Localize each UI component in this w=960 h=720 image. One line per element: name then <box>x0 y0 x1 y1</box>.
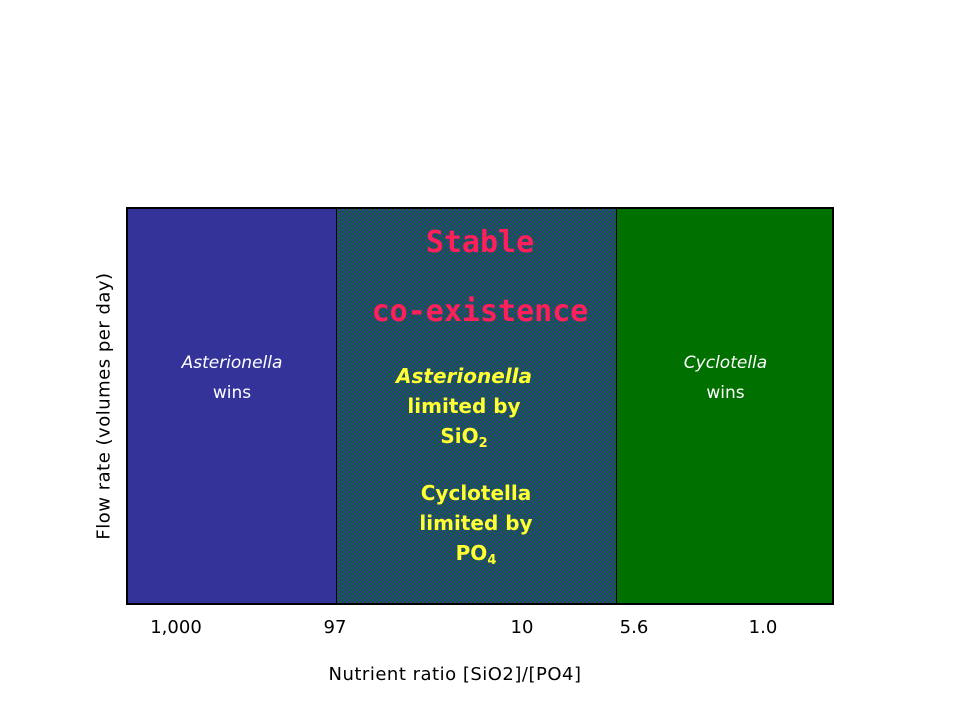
asterionella-nutrient: SiO2 <box>364 421 564 459</box>
po-subscript: 4 <box>487 553 497 568</box>
asterionella-name: Asterionella <box>396 364 532 388</box>
left-species-label: Asterionella <box>181 353 283 373</box>
cyclotella-limitation-label: Cyclotella limited by PO4 <box>376 478 576 576</box>
x-tick-3: 10 <box>510 617 534 638</box>
x-tick-4: 5.6 <box>619 617 649 638</box>
right-species-label: Cyclotella <box>683 353 768 373</box>
asterionella-wins-region <box>128 209 336 603</box>
x-tick-5: 1.0 <box>748 617 778 638</box>
stable-title-line1: Stable <box>425 225 535 260</box>
cyclotella-name: Cyclotella <box>420 481 532 505</box>
sio-subscript: 2 <box>478 436 488 451</box>
phase-diagram-plot <box>126 207 834 605</box>
x-tick-1: 1,000 <box>150 617 202 638</box>
stable-title-line2: co-existence <box>371 294 589 329</box>
po-text: PO <box>455 541 488 565</box>
asterionella-limited-by: limited by <box>407 394 521 418</box>
cyclotella-nutrient: PO4 <box>376 538 576 576</box>
right-outcome-label: wins <box>706 383 745 403</box>
left-boundary-line <box>336 209 337 603</box>
left-outcome-label: wins <box>212 383 252 403</box>
cyclotella-wins-region <box>616 209 832 603</box>
cyclotella-limited-by: limited by <box>419 511 533 535</box>
asterionella-limitation-label: Asterionella limited by SiO2 <box>364 361 564 459</box>
x-axis-label: Nutrient ratio [SiO2]/[PO4] <box>328 664 582 685</box>
x-tick-2: 97 <box>323 617 347 638</box>
y-axis-label: Flow rate (volumes per day) <box>93 272 115 540</box>
right-boundary-line <box>616 209 617 603</box>
sio-text: SiO <box>440 424 479 448</box>
coexistence-region <box>336 209 616 603</box>
